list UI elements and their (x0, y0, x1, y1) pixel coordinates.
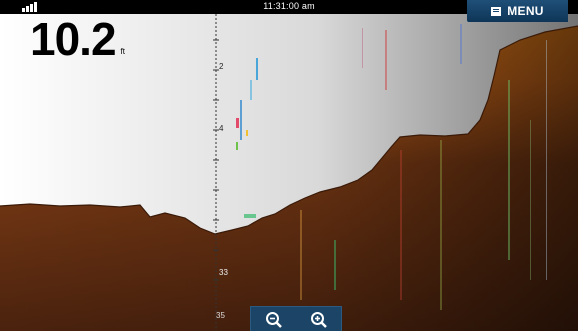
clock: 11:31:00 am (263, 1, 315, 11)
zoom-out-button[interactable] (260, 309, 288, 331)
status-bar: 11:31:00 am (0, 0, 578, 14)
zoom-out-icon (265, 311, 282, 328)
range-scale-ticks (213, 39, 219, 281)
menu-button[interactable]: MENU (467, 0, 568, 22)
zoom-controls (250, 306, 342, 331)
depth-value: 10.2 (30, 13, 117, 65)
range-label-c: 33 (219, 268, 228, 277)
menu-label: MENU (507, 4, 544, 18)
zoom-in-button[interactable] (305, 309, 333, 331)
depth-unit: ft (120, 47, 125, 56)
zoom-in-icon (310, 311, 327, 328)
range-label-bottom: 35 (216, 311, 225, 320)
menu-list-icon (491, 6, 502, 16)
range-label-b: 4 (219, 124, 224, 133)
range-label-a: 2 (219, 62, 224, 71)
fish-arches (236, 24, 547, 310)
depth-readout: 10.2 ft (30, 16, 125, 62)
bottom-edge (0, 25, 578, 235)
signal-bars-icon (22, 2, 37, 12)
